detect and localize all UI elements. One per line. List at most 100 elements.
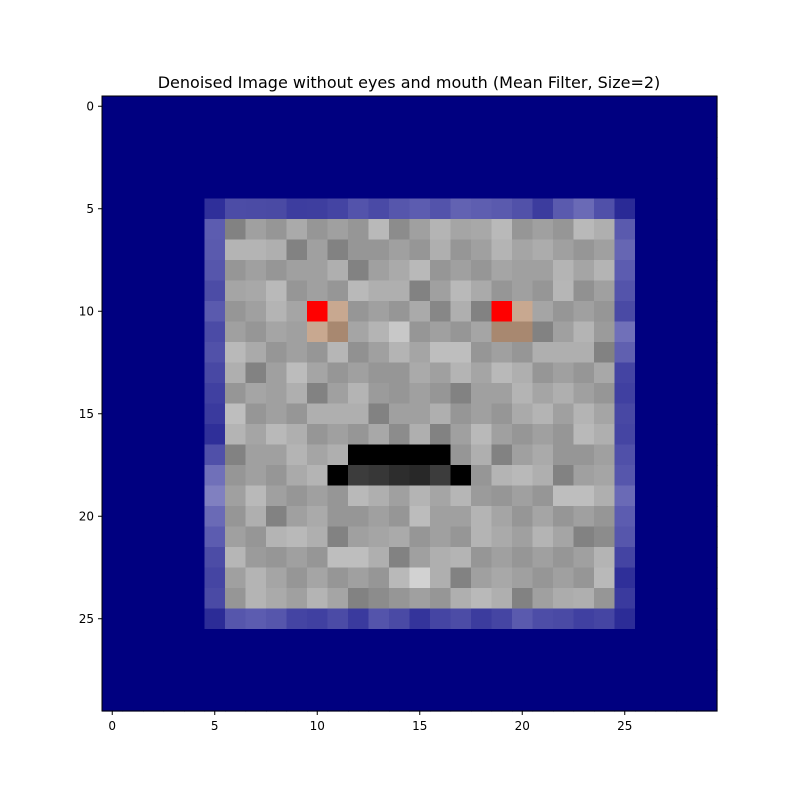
heatmap-cell <box>491 198 513 220</box>
heatmap-cell <box>676 96 698 118</box>
heatmap-cell <box>491 342 513 364</box>
heatmap-cell <box>204 444 226 466</box>
heatmap-cell <box>184 526 206 548</box>
heatmap-cell <box>225 342 247 364</box>
heatmap-cell <box>614 649 636 671</box>
heatmap-cell <box>143 465 165 487</box>
heatmap-cell <box>491 383 513 405</box>
heatmap-cell <box>512 137 534 159</box>
heatmap-cell <box>266 301 288 323</box>
heatmap-cell <box>368 280 390 302</box>
heatmap-cell <box>471 588 493 610</box>
heatmap-cell <box>204 485 226 507</box>
heatmap-cell <box>163 239 185 261</box>
heatmap-cell <box>430 157 452 179</box>
heatmap-cell <box>696 342 718 364</box>
heatmap-cell <box>307 547 329 569</box>
heatmap-cell <box>266 178 288 200</box>
heatmap-cell <box>143 219 165 241</box>
heatmap-cell <box>204 137 226 159</box>
heatmap-cell <box>327 670 349 692</box>
heatmap-cell <box>225 506 247 528</box>
heatmap-cell <box>327 301 349 323</box>
heatmap-cell <box>676 424 698 446</box>
heatmap-cell <box>184 321 206 343</box>
heatmap-cell <box>676 239 698 261</box>
heatmap-cell <box>245 157 267 179</box>
heatmap-cell <box>368 137 390 159</box>
heatmap-cell <box>696 485 718 507</box>
heatmap-cell <box>102 485 124 507</box>
heatmap-cell <box>389 588 411 610</box>
heatmap-cell <box>532 178 554 200</box>
heatmap-cell <box>184 567 206 589</box>
heatmap-cell <box>102 424 124 446</box>
heatmap-cell <box>204 670 226 692</box>
heatmap-cell <box>594 670 616 692</box>
heatmap-cell <box>266 649 288 671</box>
heatmap-cell <box>102 96 124 118</box>
heatmap-cell <box>122 137 144 159</box>
heatmap-cell <box>163 96 185 118</box>
heatmap-cell <box>450 629 472 651</box>
heatmap-cell <box>389 157 411 179</box>
heatmap-cell <box>245 608 267 630</box>
heatmap-cell <box>143 239 165 261</box>
heatmap-cell <box>348 219 370 241</box>
heatmap-cell <box>143 670 165 692</box>
heatmap-cell <box>102 321 124 343</box>
heatmap-cell <box>573 485 595 507</box>
heatmap-cell <box>122 608 144 630</box>
heatmap-cell <box>491 608 513 630</box>
heatmap-cell <box>676 116 698 138</box>
y-axis-ticks: 0 5 10 15 20 25 <box>79 99 102 626</box>
heatmap-cell <box>368 321 390 343</box>
heatmap-cell <box>430 178 452 200</box>
heatmap-cell <box>471 567 493 589</box>
heatmap-cell <box>348 280 370 302</box>
heatmap-cell <box>184 260 206 282</box>
heatmap-cell <box>184 219 206 241</box>
heatmap-cell <box>245 239 267 261</box>
heatmap-cell <box>204 301 226 323</box>
heatmap-cell <box>184 485 206 507</box>
heatmap-cell <box>409 465 431 487</box>
heatmap-cell <box>389 690 411 712</box>
heatmap-cell <box>348 506 370 528</box>
heatmap-cell <box>102 649 124 671</box>
heatmap-cell <box>163 362 185 384</box>
heatmap-cell <box>594 526 616 548</box>
heatmap-cell <box>491 629 513 651</box>
heatmap-cell <box>286 444 308 466</box>
heatmap-cell <box>102 670 124 692</box>
heatmap-cell <box>184 280 206 302</box>
heatmap-cell <box>143 444 165 466</box>
heatmap-cell <box>327 547 349 569</box>
heatmap-cell <box>122 670 144 692</box>
heatmap-cell <box>163 567 185 589</box>
heatmap-cell <box>573 116 595 138</box>
heatmap-cell <box>471 219 493 241</box>
heatmap-cell <box>245 301 267 323</box>
heatmap-cell <box>163 465 185 487</box>
heatmap-cell <box>266 485 288 507</box>
heatmap-cell <box>614 383 636 405</box>
heatmap-cell <box>676 219 698 241</box>
heatmap-cell <box>655 465 677 487</box>
heatmap-cell <box>163 383 185 405</box>
heatmap-cell <box>389 383 411 405</box>
heatmap-cells <box>102 96 718 712</box>
heatmap-cell <box>286 485 308 507</box>
heatmap-cell <box>655 444 677 466</box>
heatmap-cell <box>122 116 144 138</box>
heatmap-cell <box>122 588 144 610</box>
heatmap-cell <box>163 444 185 466</box>
heatmap-cell <box>512 280 534 302</box>
heatmap-cell <box>471 608 493 630</box>
heatmap-cell <box>184 444 206 466</box>
heatmap-cell <box>430 649 452 671</box>
heatmap-cell <box>266 506 288 528</box>
heatmap-cell <box>676 506 698 528</box>
heatmap-cell <box>163 321 185 343</box>
heatmap-cell <box>307 690 329 712</box>
